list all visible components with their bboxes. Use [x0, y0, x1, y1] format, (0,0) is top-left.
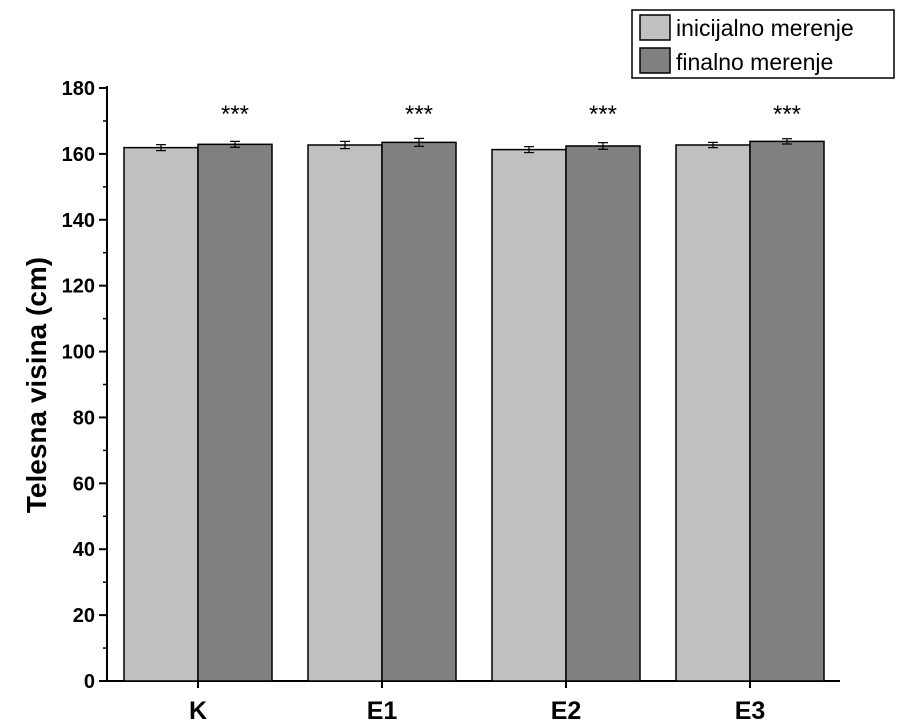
- bar: [491, 148, 567, 682]
- x-tick-label: E3: [735, 697, 766, 725]
- legend: inicijalno merenje finalno merenje: [631, 9, 895, 79]
- y-tick-label: 80: [73, 407, 95, 429]
- significance-label: ***: [589, 101, 617, 128]
- y-tick-label: 40: [73, 539, 95, 561]
- legend-frame: [631, 9, 895, 79]
- legend-swatch-initial: [639, 14, 671, 41]
- y-tick-label: 140: [62, 210, 95, 232]
- y-tick-label: 0: [84, 671, 95, 693]
- y-tick-label: 20: [73, 605, 95, 627]
- x-tick-label: K: [189, 697, 207, 725]
- plot-area: 0 20 40 60 80 100 120 140 160 180 K *** E1 *** E2 *** E3…: [62, 78, 840, 725]
- bar: [675, 144, 751, 682]
- bar: [123, 146, 199, 682]
- y-axis-title: Telesna visina (cm): [21, 257, 52, 513]
- y-tick-label: 120: [62, 276, 95, 298]
- bar: [307, 144, 383, 682]
- legend-label-initial: inicijalno merenje: [676, 15, 854, 41]
- y-tick-label: 100: [62, 342, 95, 364]
- legend-swatch-final: [639, 47, 671, 74]
- y-tick-label: 180: [62, 78, 95, 100]
- x-tick-label: E1: [367, 697, 398, 725]
- bar: [565, 145, 641, 682]
- y-tick-label: 60: [73, 473, 95, 495]
- bar: [381, 141, 457, 682]
- significance-label: ***: [221, 101, 249, 128]
- significance-label: ***: [773, 101, 801, 128]
- x-tick-label: E2: [551, 697, 582, 725]
- y-tick-label: 160: [62, 144, 95, 166]
- bar: [749, 140, 825, 682]
- legend-label-final: finalno merenje: [676, 49, 833, 75]
- significance-label: ***: [405, 101, 433, 128]
- bar: [197, 143, 273, 682]
